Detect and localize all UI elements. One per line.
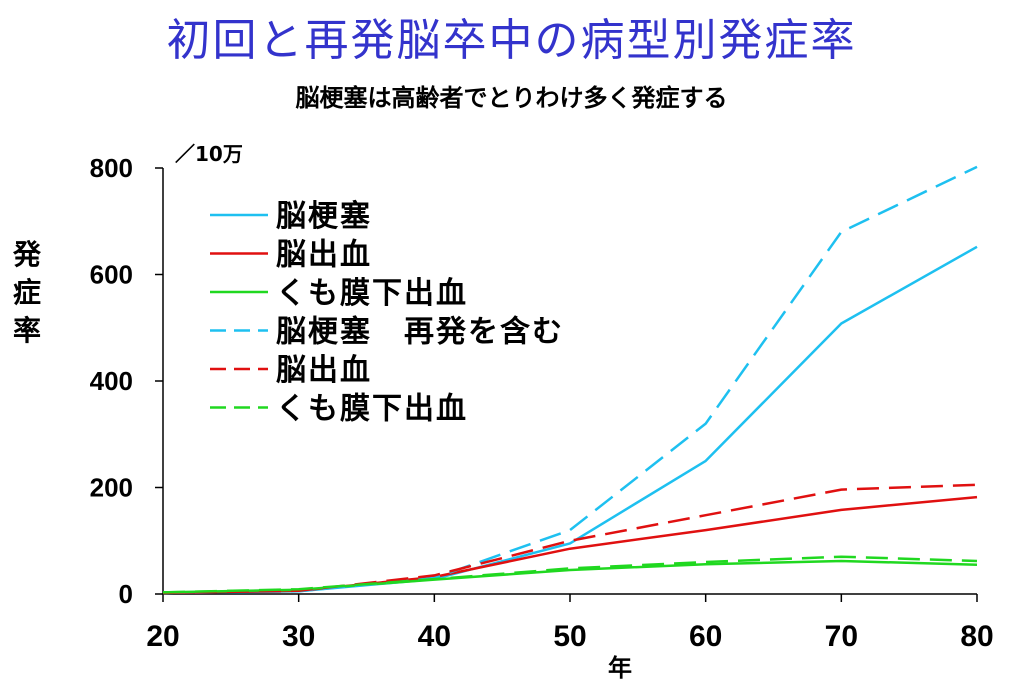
series-line-5 <box>162 483 978 595</box>
x-tick-label: 80 <box>960 620 993 653</box>
x-tick-label: 40 <box>418 620 451 653</box>
y-axis-label: 発症率 <box>12 238 41 347</box>
y-tick-label: 400 <box>90 366 133 396</box>
y-tick-label: 0 <box>119 579 133 609</box>
y-tick-label: 600 <box>90 260 133 290</box>
series-lines <box>162 165 978 595</box>
legend-label-1: 脳梗塞 <box>276 199 372 234</box>
x-tick-label: 50 <box>553 620 586 653</box>
legend-label-2: 脳出血 <box>276 238 372 273</box>
legend-label-5: 脳出血 <box>276 353 372 388</box>
y-unit-label: ／10万 <box>175 142 243 166</box>
legend-label-4: 脳梗塞 再発を含む <box>276 315 564 350</box>
x-tick-label: 60 <box>689 620 722 653</box>
legend-label-3: くも膜下出血 <box>276 276 468 311</box>
axes: 0 200 400 600 800 20 30 40 50 60 70 80 <box>90 153 994 653</box>
series-line-2 <box>162 495 978 595</box>
y-tick-label: 200 <box>90 473 133 503</box>
series-line-6 <box>162 555 978 594</box>
chart-title: 初回と再発脳卒中の病型別発症率 <box>166 15 857 66</box>
x-tick-label: 20 <box>146 620 179 653</box>
legend-label-6: くも膜下出血 <box>276 392 468 427</box>
x-tick-label: 30 <box>282 620 315 653</box>
y-tick-label: 800 <box>90 153 133 183</box>
chart-subtitle: 脳梗塞は高齢者でとりわけ多く発症する <box>295 84 728 112</box>
x-axis-label: 年 <box>608 654 632 682</box>
x-tick-label: 70 <box>825 620 858 653</box>
series-line-3 <box>162 559 978 594</box>
